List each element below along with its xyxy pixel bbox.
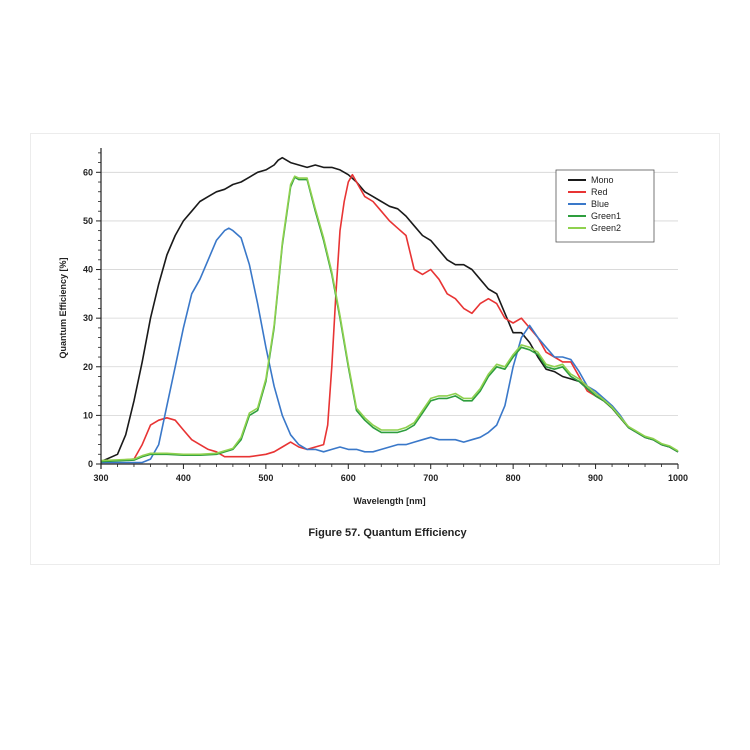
x-axis-label: Wavelength [nm]: [353, 496, 425, 506]
legend-label-green2: Green2: [591, 223, 621, 233]
y-axis-label: Quantum Efficiency [%]: [58, 257, 68, 358]
y-tick-label: 40: [83, 265, 93, 275]
x-tick-label: 600: [341, 473, 356, 483]
legend-label-red: Red: [591, 187, 608, 197]
x-tick-label: 1000: [668, 473, 688, 483]
x-tick-label: 900: [588, 473, 603, 483]
y-tick-label: 10: [83, 410, 93, 420]
y-tick-label: 30: [83, 313, 93, 323]
ticks: 0 10 20 30 40 50 60 300 400 500 600 700 800 900 1000: [83, 152, 688, 483]
x-tick-label: 800: [506, 473, 521, 483]
x-tick-label: 700: [423, 473, 438, 483]
legend-box: [555, 169, 655, 243]
legend-label-blue: Blue: [591, 199, 609, 209]
series-line-green2: [100, 175, 679, 462]
y-tick-label: 50: [83, 216, 93, 226]
legend-label-green1: Green1: [591, 211, 621, 221]
figure-caption: Figure 57. Quantum Efficiency: [308, 527, 467, 539]
series-line-blue: [101, 227, 679, 464]
x-tick-label: 500: [258, 473, 273, 483]
legend: Mono Red Blue Green1 Green2: [555, 169, 655, 243]
series-line-red: [100, 173, 679, 463]
legend-label-mono: Mono: [591, 175, 614, 185]
y-tick-label: 60: [83, 167, 93, 177]
x-tick-label: 300: [93, 473, 108, 483]
y-tick-label: 20: [83, 362, 93, 372]
series-lines: [100, 156, 679, 464]
y-tick-label: 0: [88, 459, 93, 469]
x-tick-label: 400: [176, 473, 191, 483]
